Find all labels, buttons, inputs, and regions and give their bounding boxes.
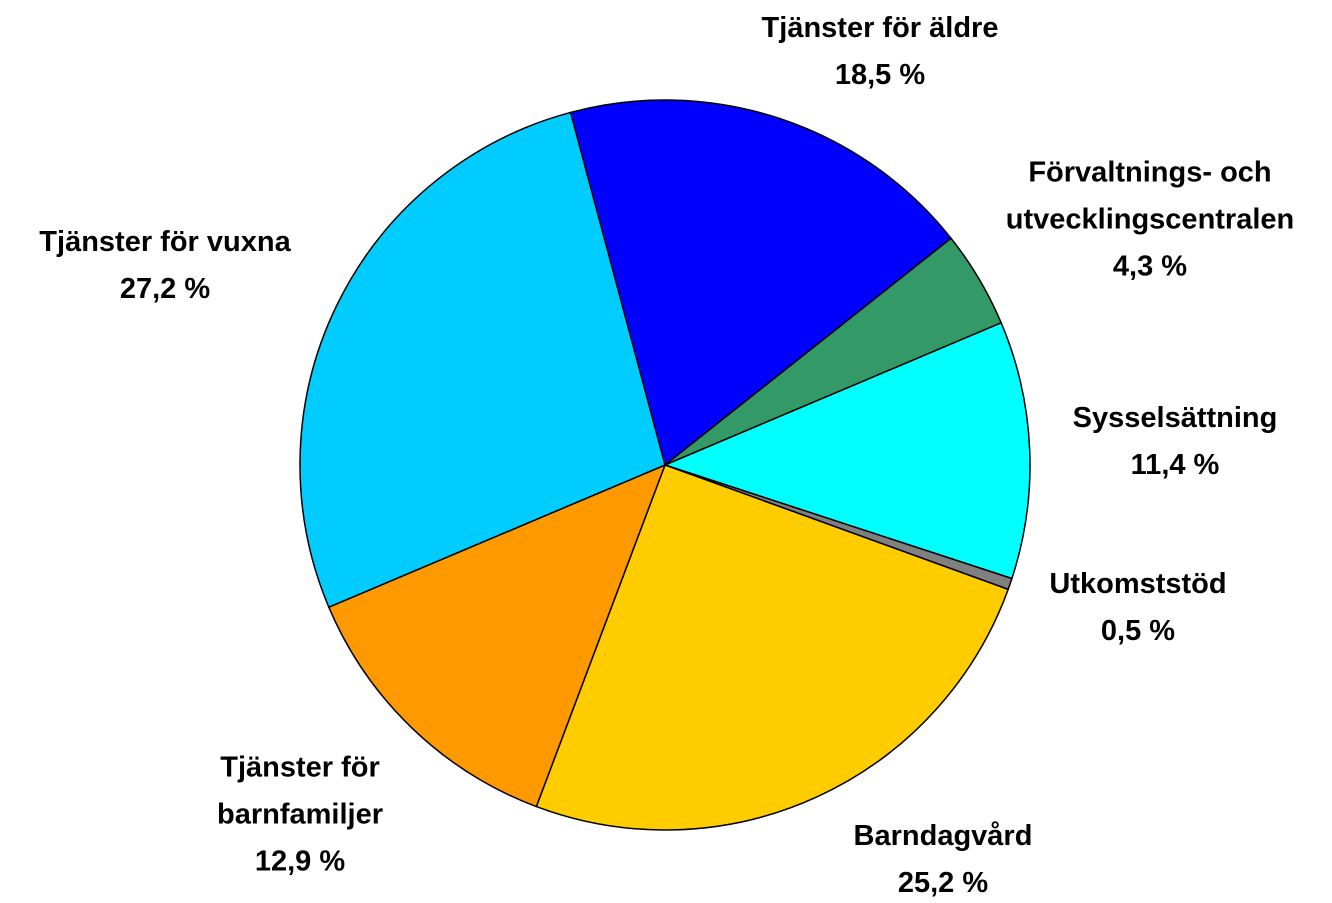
category-name: Barndagvård <box>853 820 1033 852</box>
pie-slice <box>327 463 667 808</box>
slice-label: Tjänster för äldre 18,5 % <box>700 5 1060 99</box>
slice-label: Barndagvård 25,2 % <box>793 813 1093 903</box>
value-label: 0,5 % <box>1100 615 1176 647</box>
slice-label: Tjänster för vuxna 27,2 % <box>0 219 335 313</box>
slice-label: Sysselsättning 11,4 % <box>1025 395 1325 489</box>
slice-label: Förvaltnings- och utvecklingscentralen 4,… <box>990 150 1310 291</box>
category-name: Sysselsättning <box>1072 402 1278 434</box>
slice-label: Tjänster för barnfamiljer 12,9 % <box>185 745 415 886</box>
category-name: Utkomststöd <box>1049 568 1227 600</box>
category-name: Förvaltnings- och utvecklingscentralen <box>1005 156 1295 236</box>
category-name: Tjänster för barnfamiljer <box>217 751 383 831</box>
value-label: 11,4 % <box>1130 449 1220 481</box>
pie-slice <box>662 321 1031 580</box>
value-label: 25,2 % <box>897 867 989 899</box>
slice-label: Utkomststöd 0,5 % <box>988 561 1288 655</box>
value-label: 4,3 % <box>1112 250 1188 283</box>
pie-slice <box>569 99 953 467</box>
value-label: 18,5 % <box>834 59 926 91</box>
pie-slice <box>535 464 1010 831</box>
pie-slice <box>299 111 666 609</box>
value-label: 12,9 % <box>254 845 346 878</box>
category-name: Tjänster för äldre <box>761 12 999 44</box>
value-label: 27,2 % <box>119 273 211 305</box>
category-name: Tjänster för vuxna <box>39 226 291 258</box>
